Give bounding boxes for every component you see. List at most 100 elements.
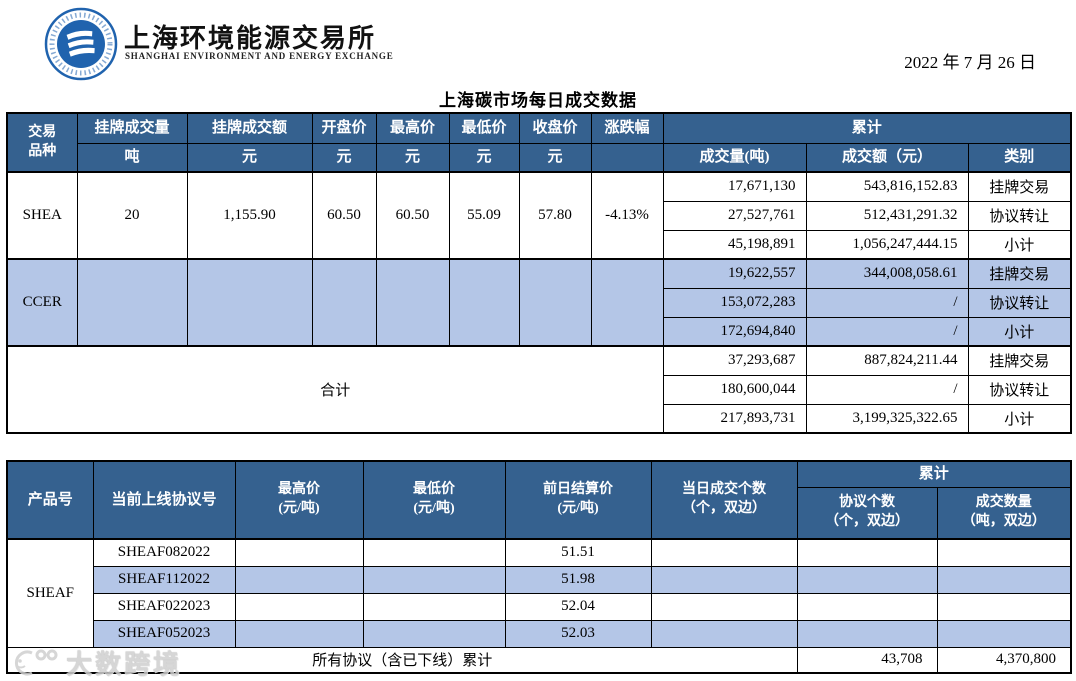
cum-count-cell <box>796 538 938 567</box>
t2-row-contract-2: SHEAF112022 51.98 <box>7 565 1072 594</box>
shea-change-cell: -4.13% <box>590 171 664 260</box>
category-cell: 挂牌交易 <box>967 258 1072 289</box>
contract-id-cell: SHEAF022023 <box>92 592 236 621</box>
t1-header-row-2: 吨 元 元 元 元 元 成交量(吨) 成交额（元） 类别 <box>7 142 1072 173</box>
t1-header-listed-volume: 挂牌成交量 <box>76 112 188 144</box>
high-cell <box>234 619 364 648</box>
cum-amount-cell: 1,056,247,444.15 <box>805 229 969 260</box>
ccer-change-cell <box>590 258 664 347</box>
category-cell: 小计 <box>967 229 1072 260</box>
shea-volume-cell: 20 <box>76 171 188 260</box>
low-cell <box>362 565 506 594</box>
org-name-en: SHANGHAI ENVIRONMENT AND ENERGY EXCHANGE <box>125 51 394 61</box>
t1-header-low: 最低价 <box>448 112 520 144</box>
day-count-cell <box>650 592 798 621</box>
low-cell <box>362 592 506 621</box>
t1-header-change: 涨跌幅 <box>590 112 664 144</box>
high-cell <box>234 565 364 594</box>
cum-volume-total-cell: 4,370,800 <box>936 646 1072 674</box>
t1-unit-empty <box>590 142 664 173</box>
t2-footer-row: 所有协议（含已下线）累计 43,708 4,370,800 <box>6 646 1072 674</box>
t1-unit-yuan-4: 元 <box>448 142 520 173</box>
contract-id-cell: SHEAF112022 <box>92 565 236 594</box>
ccer-volume-cell <box>76 258 188 347</box>
page-title: 上海碳市场每日成交数据 <box>439 91 637 110</box>
prev-settle-cell: 51.51 <box>504 538 652 567</box>
cum-amount-cell: 3,199,325,322.65 <box>805 403 969 434</box>
cum-count-cell <box>796 565 938 594</box>
t2-header-low-label: 最低价 <box>413 482 455 498</box>
day-count-cell <box>650 619 798 648</box>
day-count-cell <box>650 565 798 594</box>
category-cell: 小计 <box>967 403 1072 434</box>
t1-row-ccer-2: 153,072,283 / 协议转让 <box>7 287 1072 318</box>
shea-high-cell: 60.50 <box>375 171 450 260</box>
t1-row-total-3: 217,893,731 3,199,325,322.65 小计 <box>7 403 1072 434</box>
t1-unit-yuan-5: 元 <box>518 142 592 173</box>
t2-header-day-count-unit: （个，双边） <box>682 501 766 516</box>
prev-settle-cell: 52.04 <box>504 592 652 621</box>
cum-amount-cell: 512,431,291.32 <box>805 200 969 231</box>
shea-product-cell: SHEA <box>6 171 78 260</box>
t2-header-cum-count-label: 协议个数 <box>839 494 895 510</box>
t2-row-contract-1: SHEAF SHEAF082022 51.51 <box>6 538 1072 648</box>
cum-volume-cell: 17,671,130 <box>662 171 807 202</box>
daily-trading-table: 交易 品种 挂牌成交量 挂牌成交额 开盘价 最高价 最低价 收盘价 涨跌幅 累计… <box>6 112 1073 434</box>
t2-header-low: 最低价 (元/吨) <box>362 460 506 540</box>
contracts-table: 产品号 当前上线协议号 最高价 (元/吨) 最低价 (元/吨) 前日结算价 (元… <box>6 460 1073 674</box>
t1-header-row-1: 交易 品种 挂牌成交量 挂牌成交额 开盘价 最高价 最低价 收盘价 涨跌幅 累计 <box>6 112 1072 173</box>
t1-row-ccer-3: 172,694,840 / 小计 <box>7 316 1072 347</box>
t2-header-product-id: 产品号 <box>6 460 94 540</box>
t1-unit-yuan-2: 元 <box>311 142 377 173</box>
exchange-logo-icon <box>44 7 118 81</box>
all-contracts-total-label: 所有协议（含已下线）累计 <box>6 646 798 674</box>
t1-row-shea-2: 27,527,761 512,431,291.32 协议转让 <box>7 200 1072 231</box>
t2-header-high-unit: (元/吨) <box>278 501 320 516</box>
cum-volume-cell <box>936 592 1072 621</box>
t1-header-cumulative: 累计 <box>662 112 1072 144</box>
t1-unit-yuan-1: 元 <box>186 142 313 173</box>
prev-settle-cell: 52.03 <box>504 619 652 648</box>
t2-header-low-unit: (元/吨) <box>413 501 455 516</box>
t2-row-contract-4: SHEAF052023 52.03 <box>7 619 1072 648</box>
category-cell: 挂牌交易 <box>967 345 1072 376</box>
t1-row-total-2: 180,600,044 / 协议转让 <box>7 374 1072 405</box>
t2-header-cum-volume: 成交数量 （吨，双边） <box>936 486 1072 540</box>
prev-settle-cell: 51.98 <box>504 565 652 594</box>
t1-header-listed-amount: 挂牌成交额 <box>186 112 313 144</box>
t1-header-cum-amount: 成交额（元） <box>805 142 969 173</box>
high-cell <box>234 538 364 567</box>
cum-count-total-cell: 43,708 <box>796 646 938 674</box>
t1-header-product: 交易 品种 <box>6 112 78 173</box>
day-count-cell <box>650 538 798 567</box>
t1-header-cum-volume: 成交量(吨) <box>662 142 807 173</box>
cum-volume-cell: 45,198,891 <box>662 229 807 260</box>
cum-volume-cell <box>936 565 1072 594</box>
ccer-product-cell: CCER <box>6 258 78 347</box>
cum-amount-cell: / <box>805 316 969 347</box>
t1-header-category: 类别 <box>967 142 1072 173</box>
t1-row-total-1: 合计 37,293,687 887,824,211.44 挂牌交易 <box>6 345 1072 434</box>
t1-unit-ton: 吨 <box>76 142 188 173</box>
t2-row-contract-3: SHEAF022023 52.04 <box>7 592 1072 621</box>
cum-volume-cell: 27,527,761 <box>662 200 807 231</box>
cum-amount-cell: / <box>805 287 969 318</box>
t1-header-open: 开盘价 <box>311 112 377 144</box>
cum-volume-cell: 37,293,687 <box>662 345 807 376</box>
t1-header-product-line1: 交易 <box>28 124 57 140</box>
category-cell: 挂牌交易 <box>967 171 1072 202</box>
product-id-cell: SHEAF <box>6 538 94 648</box>
cum-volume-cell: 153,072,283 <box>662 287 807 318</box>
cum-volume-cell: 19,622,557 <box>662 258 807 289</box>
t1-row-ccer-1: CCER 19,622,557 344,008,058.61 挂牌交易 <box>6 258 1072 347</box>
t2-header-cumulative: 累计 <box>796 460 1072 488</box>
report-date: 2022 年 7 月 26 日 <box>904 53 1036 72</box>
ccer-open-cell <box>311 258 377 347</box>
t1-row-shea-1: SHEA 20 1,155.90 60.50 60.50 55.09 57.80… <box>6 171 1072 260</box>
cum-volume-cell: 180,600,044 <box>662 374 807 405</box>
cum-volume-cell: 172,694,840 <box>662 316 807 347</box>
cum-amount-cell: 887,824,211.44 <box>805 345 969 376</box>
t2-header-prev-settle-unit: (元/吨) <box>557 501 599 516</box>
cum-amount-cell: 344,008,058.61 <box>805 258 969 289</box>
t2-header-prev-settle-label: 前日结算价 <box>543 482 613 498</box>
